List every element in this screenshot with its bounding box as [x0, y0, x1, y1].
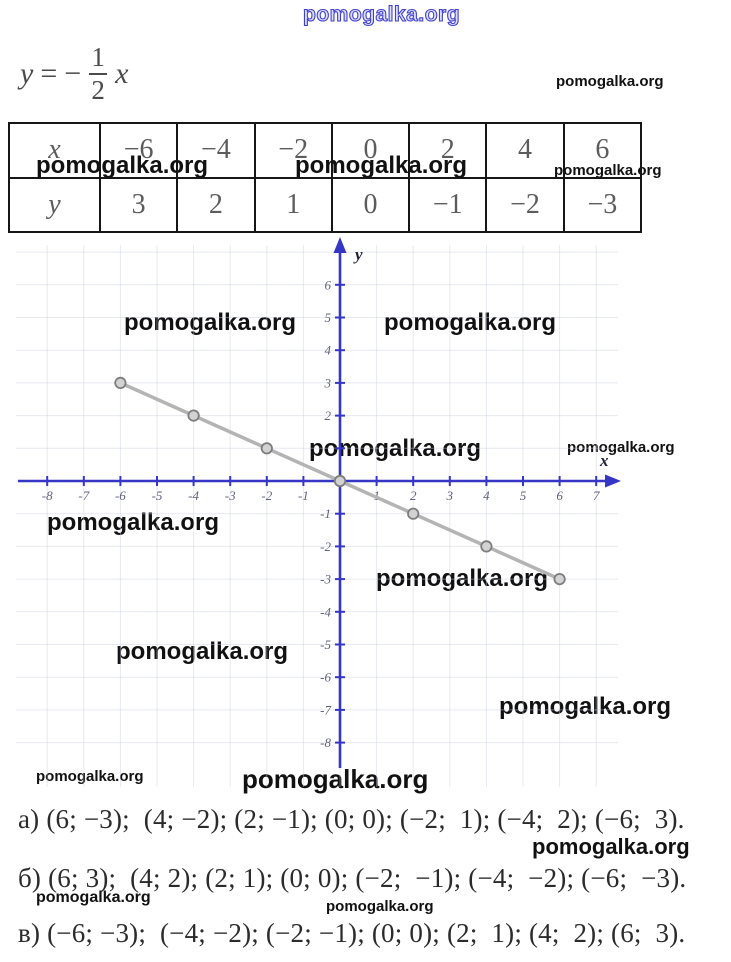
x-axis-arrow-icon [605, 474, 621, 488]
x-tick-label: 6 [556, 488, 563, 503]
y-header-cell: y [8, 176, 101, 233]
x-cell: 0 [330, 122, 411, 179]
x-tick-label: -6 [115, 488, 126, 503]
watermark-graph-upper-right: pomogalka.org [384, 309, 557, 336]
watermark-answers-center: pomogalka.org [326, 898, 434, 915]
watermark-graph-right-mid: pomogalka.org [376, 565, 549, 592]
y-cell: −2 [485, 176, 565, 233]
formula-variable: x [115, 57, 129, 90]
x-tick-label: 3 [446, 488, 454, 503]
x-cell: 2 [408, 122, 488, 179]
y-tick-label: 3 [324, 375, 332, 390]
data-point [260, 442, 273, 455]
data-point [187, 409, 200, 422]
watermark-bottom-left: pomogalka.org [36, 768, 144, 785]
data-point [114, 376, 127, 389]
x-cell: 6 [562, 122, 643, 179]
answer-line-b: б) (6; 3); (4; 2); (2; 1); (0; 0); (−2; … [18, 863, 687, 893]
x-tick-label: 4 [483, 488, 490, 503]
x-tick-label: 5 [520, 488, 527, 503]
formula-minus: − [64, 57, 82, 90]
y-tick-label: -2 [320, 539, 331, 554]
y-tick-label: -1 [320, 506, 331, 521]
watermark-after-answer-a: pomogalka.org [532, 834, 690, 859]
x-tick-label: -3 [225, 488, 236, 503]
y-cell: −3 [562, 176, 643, 233]
answer-line-a: а) (6; −3); (4; −2); (2; −1); (0; 0); (−… [18, 804, 685, 834]
x-tick-label: -8 [42, 488, 53, 503]
y-tick-label: 2 [325, 408, 332, 423]
watermark-top-blue: pomogalka.org [302, 3, 461, 26]
watermark-graph-upper-left: pomogalka.org [124, 309, 297, 336]
formula-fraction: 1 2 [89, 42, 108, 105]
y-cell: 3 [98, 176, 179, 233]
y-cell: 0 [330, 176, 411, 233]
x-tick-label: -2 [261, 488, 272, 503]
chart-svg: -8 -7 -6 -5 -4 -3 -2 -1 1 2 3 4 5 6 765432-1-2-3-4-5-6… [16, 237, 621, 787]
x-header-cell: x [8, 122, 101, 179]
y-cell: 1 [253, 176, 333, 233]
table-row-y: y 3 2 1 0 −1 −2 −3 [8, 176, 643, 233]
x-cell: 4 [485, 122, 565, 179]
fraction-numerator: 1 [91, 42, 105, 72]
x-tick-label: -1 [298, 488, 309, 503]
y-tick-label: -7 [320, 702, 331, 717]
fraction-bar [89, 73, 108, 75]
answer-line-v: в) (−6; −3); (−4; −2); (−2; −1); (0; 0);… [18, 918, 686, 948]
table-row-x: x −6 −4 −2 0 2 4 6 [8, 122, 643, 179]
data-point [407, 507, 420, 520]
y-tick-label: -5 [320, 637, 331, 652]
y-cell: 2 [176, 176, 256, 233]
coordinate-plane-chart: -8 -7 -6 -5 -4 -3 -2 -1 1 2 3 4 5 6 7 6 5 4 3 2 -1 -2 -3 -4 -5 -6… [0, 235, 731, 795]
x-cell: −2 [253, 122, 333, 179]
function-formula: y = − 1 2 x [20, 44, 129, 104]
x-cell: −6 [98, 122, 179, 179]
x-tick-label: 2 [410, 488, 417, 503]
y-tick-label: -6 [320, 670, 331, 685]
watermark-graph-lower-right: pomogalka.org [499, 693, 672, 720]
y-tick-label: -4 [320, 604, 331, 619]
y-tick-label: 4 [325, 343, 332, 358]
fraction-denominator: 2 [91, 75, 105, 105]
y-tick-label: -8 [320, 735, 331, 750]
watermark-answers-left: pomogalka.org [36, 889, 151, 906]
data-point [333, 474, 347, 488]
formula-equals: = [40, 57, 58, 90]
data-point [480, 540, 493, 553]
y-tick-label: 5 [325, 310, 332, 325]
x-tick-label: -5 [152, 488, 163, 503]
y-axis-arrow-icon [333, 237, 347, 253]
x-tick-label: -4 [188, 488, 199, 503]
watermark-graph-lower-left: pomogalka.org [116, 638, 289, 665]
x-axis-label: x [599, 451, 609, 470]
x-tick-label: 7 [593, 488, 600, 503]
watermark-formula-right: pomogalka.org [556, 73, 664, 90]
x-tick-label: -7 [78, 488, 89, 503]
y-tick-label: -3 [320, 572, 331, 587]
data-point [553, 572, 566, 586]
y-cell: −1 [408, 176, 488, 233]
watermark-graph-center-right: pomogalka.org [567, 439, 675, 456]
watermark-graph-below-axis: pomogalka.org [47, 509, 220, 536]
formula-lhs: y [20, 57, 34, 90]
watermark-bottom-center: pomogalka.org [242, 764, 429, 794]
x-cell: −4 [176, 122, 256, 179]
y-axis-label: y [353, 245, 363, 264]
y-tick-label: 6 [325, 277, 332, 292]
xy-value-table: x −6 −4 −2 0 2 4 6 y 3 2 1 0 −1 −2 −3 [8, 122, 643, 233]
